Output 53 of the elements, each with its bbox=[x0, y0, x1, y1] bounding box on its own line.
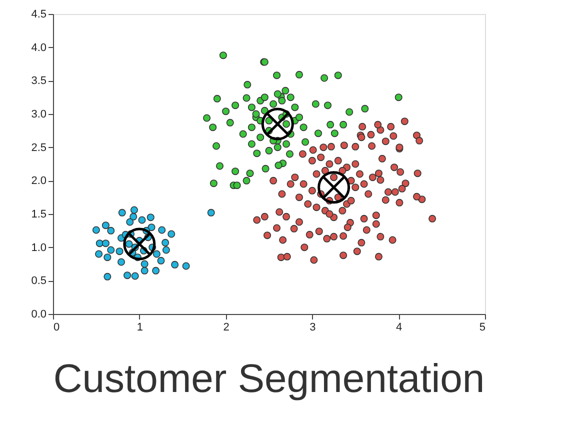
point bbox=[123, 228, 156, 260]
point bbox=[148, 224, 156, 232]
point bbox=[131, 272, 139, 280]
y-tick-label: 3.5 bbox=[31, 75, 46, 88]
point bbox=[125, 240, 133, 248]
y-tick-label: 1.5 bbox=[31, 208, 46, 220]
point bbox=[138, 216, 146, 224]
point bbox=[126, 218, 134, 226]
point bbox=[107, 226, 115, 234]
point bbox=[162, 246, 170, 254]
point bbox=[102, 222, 110, 230]
point bbox=[116, 248, 124, 256]
x-tick-label: 3 bbox=[310, 322, 316, 334]
x-tick-label: 4 bbox=[396, 322, 402, 334]
point bbox=[152, 250, 160, 258]
point bbox=[157, 256, 165, 264]
y-tick-label: 0.0 bbox=[31, 308, 46, 320]
point bbox=[171, 260, 179, 268]
y-tick-label: 1.0 bbox=[31, 242, 46, 254]
point bbox=[95, 250, 103, 258]
point bbox=[130, 206, 138, 214]
point bbox=[104, 254, 112, 262]
x-tick-label: 0 bbox=[54, 322, 60, 334]
point bbox=[168, 230, 176, 238]
y-tick-label: 2.5 bbox=[31, 142, 46, 154]
y-tick-label: 4.0 bbox=[31, 42, 46, 54]
y-tick-label: 2.0 bbox=[31, 175, 46, 188]
point bbox=[102, 240, 110, 248]
point bbox=[118, 258, 126, 266]
point bbox=[146, 214, 154, 222]
text: Customer Segmentation bbox=[53, 357, 485, 401]
point bbox=[158, 226, 166, 234]
y-tick-label: 4.5 bbox=[31, 8, 46, 20]
point bbox=[96, 240, 104, 248]
point bbox=[140, 260, 148, 268]
point bbox=[118, 208, 126, 216]
point bbox=[318, 171, 350, 204]
x-tick-label: 2 bbox=[223, 322, 230, 334]
point bbox=[182, 262, 190, 270]
point bbox=[104, 272, 112, 280]
point bbox=[107, 246, 115, 254]
point bbox=[92, 226, 100, 234]
point bbox=[140, 266, 148, 274]
x-tick-label: 5 bbox=[479, 322, 486, 334]
point bbox=[130, 212, 138, 220]
x-tick-label: 1 bbox=[136, 322, 143, 334]
point bbox=[162, 238, 170, 246]
point bbox=[261, 108, 294, 140]
point bbox=[207, 208, 215, 216]
point bbox=[152, 266, 160, 274]
y-tick-label: 3.0 bbox=[31, 108, 46, 120]
point bbox=[124, 272, 132, 280]
y-tick-label: 0.5 bbox=[31, 275, 46, 288]
